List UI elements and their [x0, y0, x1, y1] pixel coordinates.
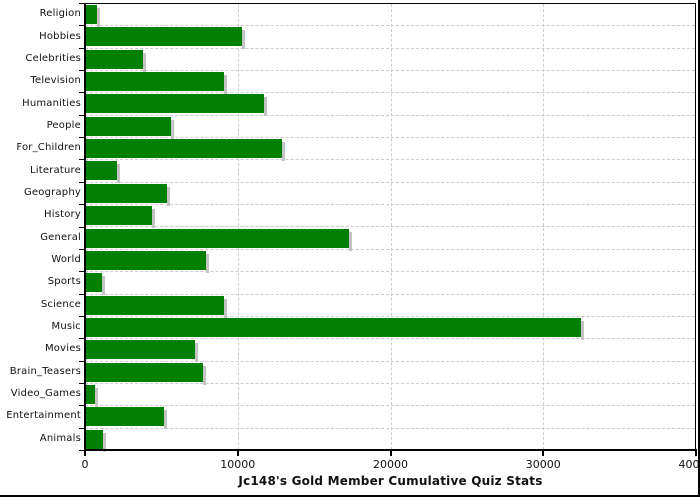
y-axis-tick	[79, 428, 85, 429]
x-axis-tick	[236, 451, 239, 456]
bar-history	[85, 206, 156, 229]
y-axis-tick	[79, 137, 85, 138]
x-axis-tick-label: 40000	[678, 458, 700, 471]
y-axis-label: Movies	[44, 343, 81, 355]
y-axis-line	[84, 3, 86, 450]
x-axis-tick-label: 30000	[525, 458, 561, 471]
plot-area	[85, 3, 696, 452]
bar-music	[85, 317, 585, 340]
chart-title: Jc148's Gold Member Cumulative Quiz Stat…	[238, 474, 543, 488]
bar-video_games	[85, 384, 98, 407]
x-axis-tick	[84, 451, 86, 456]
x-axis-tick-label: 10000	[220, 458, 256, 471]
x-axis-tick-label: 0	[81, 458, 89, 471]
category-row	[85, 160, 695, 183]
category-row	[85, 4, 695, 27]
y-axis-label: Television	[30, 75, 81, 87]
y-axis-tick	[79, 227, 85, 228]
y-axis-tick	[79, 182, 85, 183]
y-axis-tick	[79, 92, 85, 93]
y-axis-tick	[79, 294, 85, 295]
y-axis-tick	[79, 204, 85, 205]
category-row	[85, 205, 695, 228]
category-row	[85, 138, 695, 161]
y-axis-tick	[79, 70, 85, 71]
x-axis-tick	[695, 451, 697, 456]
y-axis-label: People	[46, 119, 81, 131]
category-row	[85, 49, 695, 72]
y-axis-tick	[79, 159, 85, 160]
category-row	[85, 384, 695, 407]
bar-television	[85, 72, 227, 95]
y-axis-tick	[79, 25, 85, 26]
category-row	[85, 429, 695, 451]
bar-celebrities	[85, 49, 147, 72]
y-axis-label: For_Children	[16, 142, 81, 154]
y-axis-label: Literature	[30, 164, 81, 176]
bar-literature	[85, 161, 121, 184]
bar-world	[85, 250, 209, 273]
y-axis-tick	[79, 48, 85, 49]
y-axis-label: World	[51, 254, 81, 266]
bar-humanities	[85, 94, 267, 117]
y-axis-label: History	[44, 209, 81, 221]
category-row	[85, 71, 695, 94]
y-axis-label: Animals	[39, 432, 81, 444]
bar-movies	[85, 340, 198, 363]
category-row	[85, 228, 695, 250]
category-row	[85, 317, 695, 340]
category-row	[85, 183, 695, 206]
bar-general	[85, 228, 353, 251]
y-axis-tick	[79, 383, 85, 384]
bar-science	[85, 295, 227, 318]
y-axis-label: Entertainment	[6, 410, 81, 422]
y-axis-label: Sports	[47, 276, 81, 288]
y-axis-tick	[79, 316, 85, 317]
category-row	[85, 362, 695, 384]
y-axis-label: Humanities	[22, 97, 81, 109]
y-axis-label: Science	[40, 298, 81, 310]
category-row	[85, 116, 695, 139]
category-row	[85, 339, 695, 362]
x-axis-tick	[542, 451, 545, 456]
y-axis-label: Hobbies	[39, 30, 81, 42]
y-axis-tick	[79, 450, 85, 451]
bar-hobbies	[85, 27, 246, 50]
category-row	[85, 93, 695, 116]
bar-religion	[85, 5, 101, 27]
y-axis-tick	[79, 405, 85, 406]
y-axis-tick	[79, 249, 85, 250]
y-axis-label: Geography	[23, 186, 81, 198]
x-axis-line	[84, 449, 697, 451]
bar-entertainment	[85, 407, 168, 430]
x-axis-tick-label: 20000	[373, 458, 408, 471]
category-row	[85, 406, 695, 429]
x-axis-tick	[389, 451, 392, 456]
y-axis-label: Brain_Teasers	[9, 365, 81, 377]
bar-brain_teasers	[85, 362, 206, 385]
y-axis-tick	[79, 271, 85, 272]
y-axis-tick	[79, 338, 85, 339]
category-row	[85, 272, 695, 295]
y-axis-label: Video_Games	[10, 388, 81, 400]
y-axis-tick	[79, 115, 85, 116]
bar-geography	[85, 183, 171, 206]
category-row	[85, 295, 695, 317]
y-axis-label: Music	[51, 321, 81, 333]
y-axis-label: Religion	[39, 8, 81, 20]
y-axis-tick	[79, 361, 85, 362]
bar-animals	[85, 429, 107, 452]
y-axis-label: General	[40, 231, 81, 243]
category-row	[85, 26, 695, 49]
bar-people	[85, 116, 174, 139]
bar-for_children	[85, 139, 286, 162]
y-axis-label: Celebrities	[25, 52, 81, 64]
y-axis-tick	[79, 3, 85, 4]
category-row	[85, 250, 695, 273]
bar-sports	[85, 273, 105, 296]
